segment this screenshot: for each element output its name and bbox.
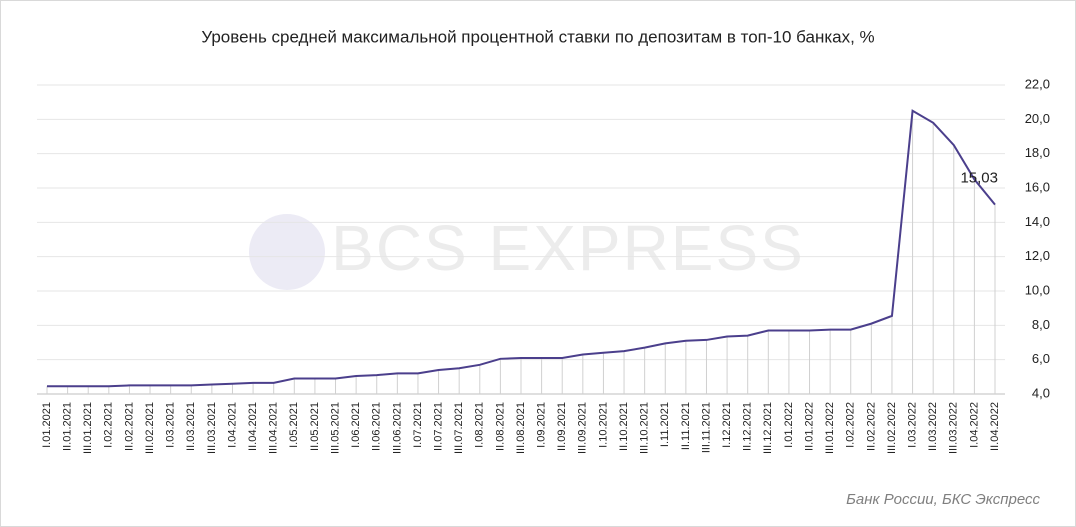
x-tick-label: III.08.2021 (515, 402, 527, 454)
x-tick-label: II.02.2022 (865, 402, 877, 451)
x-tick-label: III.05.2021 (329, 402, 341, 454)
y-tick-label: 6,0 (1032, 351, 1050, 366)
x-tick-label: III.03.2022 (948, 402, 960, 454)
x-tick-label: I.09.2021 (536, 402, 548, 448)
series-line (47, 109, 996, 388)
y-tick-label: 14,0 (1025, 214, 1050, 229)
x-tick-label: III.10.2021 (639, 402, 651, 454)
x-tick-label: III.04.2021 (268, 402, 280, 454)
x-tick-label: II.06.2021 (371, 402, 383, 451)
x-tick-label: I.06.2021 (350, 402, 362, 448)
x-tick-label: II.05.2021 (309, 402, 321, 451)
x-tick-label: III.02.2022 (886, 402, 898, 454)
source: Банк России, БКС Экспресс (846, 491, 1040, 508)
watermark-logo (249, 214, 325, 290)
y-tick-label: 4,0 (1032, 385, 1050, 400)
x-tick-label: I.02.2021 (103, 402, 115, 448)
x-tick-label: II.04.2021 (247, 402, 259, 451)
x-tick-label: I.01.2021 (41, 402, 53, 448)
watermark: BCS EXPRESS (331, 212, 805, 284)
value-label: 15,03 (960, 170, 998, 187)
x-tick-label: III.02.2021 (144, 402, 156, 454)
x-tick-label: II.11.2021 (680, 402, 692, 450)
x-tick-label: III.12.2021 (762, 402, 774, 454)
x-tick-label: II.08.2021 (494, 402, 506, 451)
x-tick-label: II.04.2022 (989, 402, 1001, 451)
x-tick-label: I.01.2022 (783, 402, 795, 448)
x-tick-label: I.02.2022 (845, 402, 857, 448)
x-tick-label: I.04.2022 (968, 402, 980, 448)
x-tick-label: I.10.2021 (597, 402, 609, 448)
x-tick-label: II.01.2022 (803, 402, 815, 451)
y-tick-label: 12,0 (1025, 248, 1050, 263)
y-tick-label: 20,0 (1025, 111, 1050, 126)
x-tick-label: III.09.2021 (577, 402, 589, 454)
x-tick-label: I.11.2021 (659, 402, 671, 447)
x-tick-label: II.07.2021 (432, 402, 444, 451)
x-tick-label: I.03.2021 (165, 402, 177, 448)
x-tick-label: III.01.2022 (824, 402, 836, 454)
y-tick-label: 22,0 (1025, 76, 1050, 91)
y-tick-label: 16,0 (1025, 179, 1050, 194)
x-tick-label: I.03.2022 (906, 402, 918, 448)
x-tick-label: II.12.2021 (742, 402, 754, 451)
x-tick-label: III.06.2021 (391, 402, 403, 454)
x-tick-label: III.03.2021 (206, 402, 218, 454)
x-tick-label: II.02.2021 (123, 402, 135, 451)
x-tick-label: I.08.2021 (474, 402, 486, 448)
x-tick-label: II.09.2021 (556, 402, 568, 451)
x-tick-label: I.12.2021 (721, 402, 733, 448)
x-tick-label: I.05.2021 (288, 402, 300, 448)
chart-title: Уровень средней максимальной процентной … (201, 27, 874, 46)
x-tick-label: II.03.2022 (927, 402, 939, 451)
x-tick-label: III.11.2021 (700, 402, 712, 453)
x-tick-label: I.07.2021 (412, 402, 424, 448)
x-tick-label: II.03.2021 (185, 402, 197, 451)
x-tick-label: II.10.2021 (618, 402, 630, 451)
y-tick-label: 10,0 (1025, 282, 1050, 297)
y-tick-label: 8,0 (1032, 317, 1050, 332)
x-tick-label: I.04.2021 (226, 402, 238, 448)
y-tick-label: 18,0 (1025, 145, 1050, 160)
x-tick-label: III.01.2021 (82, 402, 94, 454)
x-tick-label: II.01.2021 (62, 402, 74, 451)
x-tick-label: III.07.2021 (453, 402, 465, 454)
